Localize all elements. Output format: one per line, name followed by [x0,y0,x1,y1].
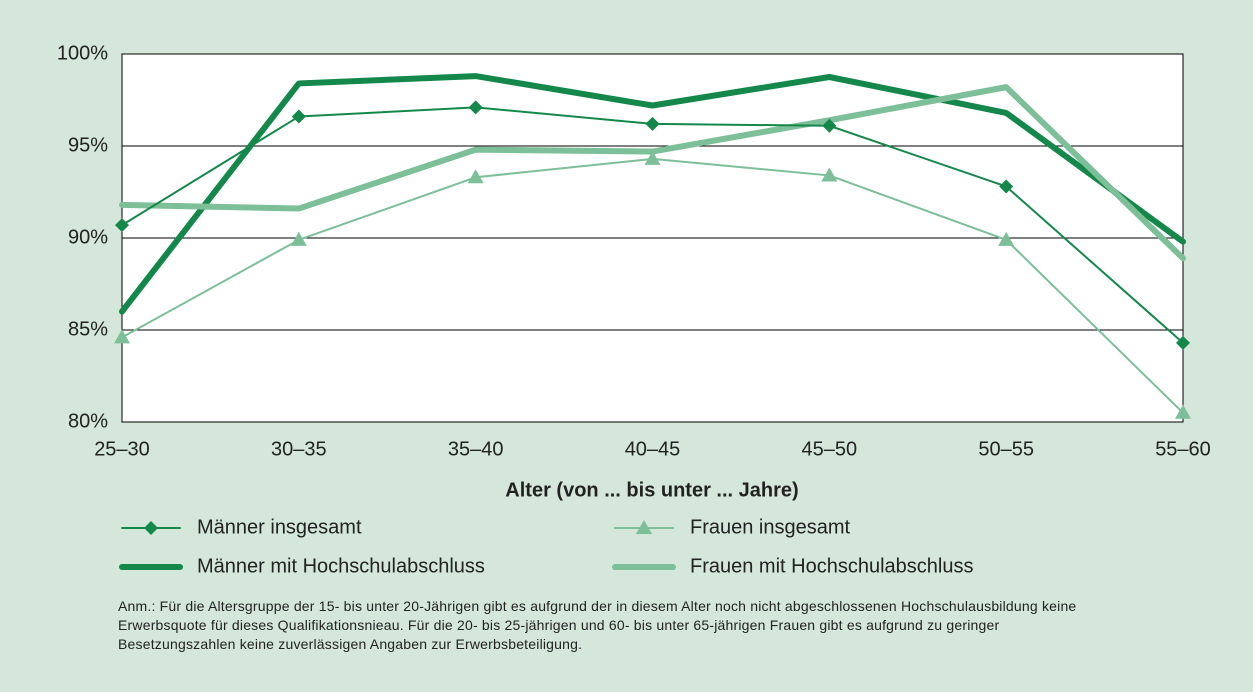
series-line [119,73,1186,315]
marker [821,167,838,182]
marker [115,218,129,233]
marker [999,179,1014,194]
marker [644,150,661,165]
legend-label: Männer insgesamt [197,516,362,538]
marker [290,231,307,246]
legend-label: Männer mit Hochschulabschluss [197,555,485,577]
y-tick-label: 85% [68,318,108,340]
marker [998,231,1015,246]
marker [1176,335,1190,350]
x-tick-label: 45–50 [802,438,858,460]
legend-label: Frauen mit Hochschulabschluss [690,555,973,577]
x-tick-label: 55–60 [1155,438,1211,460]
marker [114,329,130,344]
x-tick-label: 50–55 [978,438,1034,460]
x-tick-label: 40–45 [625,438,681,460]
marker [645,116,660,131]
marker [1175,404,1191,419]
y-tick-label: 90% [68,226,108,248]
y-tick-label: 95% [68,134,108,156]
legend-label: Frauen insgesamt [690,516,851,538]
x-axis-label: Alter (von ... bis unter ... Jahre) [505,479,798,501]
marker [636,520,652,534]
note: Anm.: Für die Altersgruppe der 15- bis u… [118,598,1077,652]
y-tick-label: 80% [68,410,108,432]
x-tick-label: 35–40 [448,438,504,460]
marker [144,521,158,535]
marker [822,118,837,133]
marker [291,109,306,124]
y-tick-label: 100% [57,42,108,64]
marker [467,169,484,184]
x-tick-label: 25–30 [94,438,150,460]
x-tick-label: 30–35 [271,438,327,460]
marker [468,100,483,115]
